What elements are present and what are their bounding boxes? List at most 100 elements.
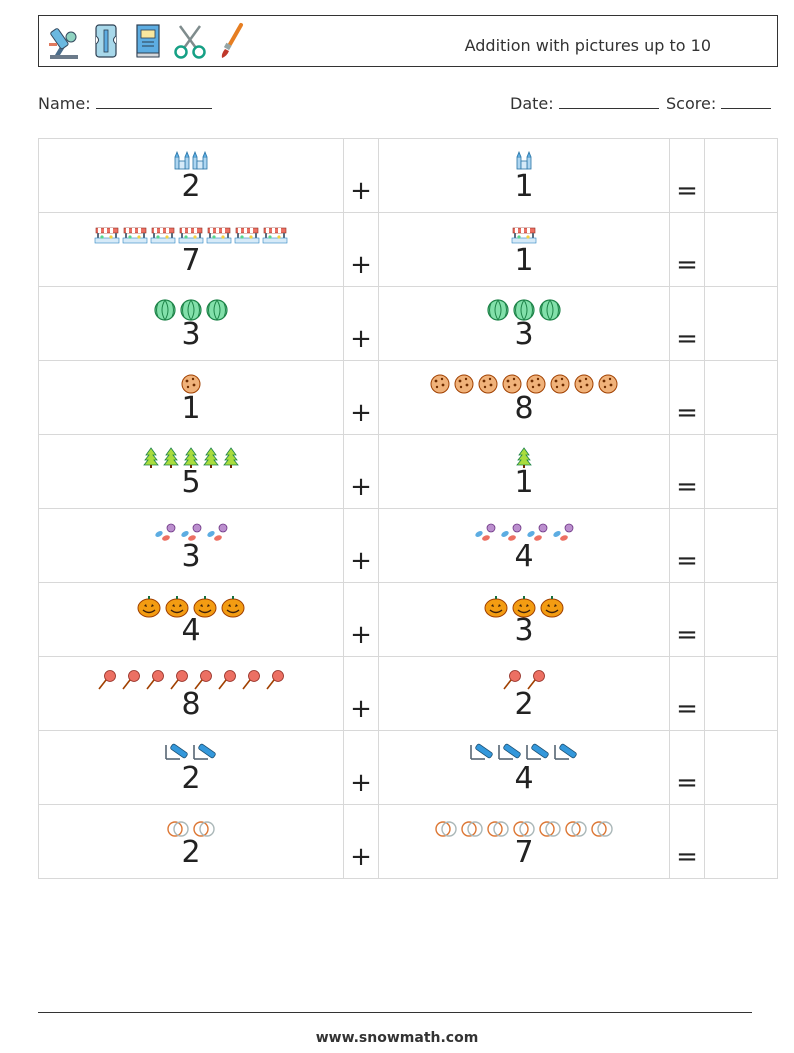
plus-sign: +: [350, 324, 372, 354]
name-label: Name:: [38, 94, 91, 113]
scissors-icon: [171, 20, 209, 62]
addend-b-pictures: [379, 151, 669, 175]
answer-box[interactable]: [704, 656, 778, 731]
problem-row: 2 +7 =: [38, 804, 778, 879]
addend-a-number: 2: [181, 169, 201, 204]
addend-a-cell: 2: [38, 138, 344, 213]
equals-cell: =: [669, 434, 705, 509]
addend-b-pictures: [379, 743, 669, 767]
addend-b-pictures: [379, 817, 669, 841]
rings-icon: [565, 821, 587, 837]
date-blank[interactable]: [558, 94, 659, 109]
lollipop-icon: [146, 670, 164, 690]
problem-row: 3 +3 =: [38, 286, 778, 361]
answer-box[interactable]: [704, 138, 778, 213]
addend-b-number: 7: [514, 835, 534, 870]
plus-cell: +: [343, 656, 379, 731]
answer-box[interactable]: [704, 508, 778, 583]
plus-sign: +: [350, 398, 372, 428]
name-field: Name:: [38, 94, 212, 113]
answer-box[interactable]: [704, 360, 778, 435]
plus-cell: +: [343, 286, 379, 361]
score-blank[interactable]: [721, 94, 772, 109]
problem-row: 2 +4 =: [38, 730, 778, 805]
book-icon: [129, 20, 167, 62]
addend-a-cell: 4: [38, 582, 344, 657]
problem-row: 3 +4 =: [38, 508, 778, 583]
answer-box[interactable]: [704, 730, 778, 805]
marker-icon: [554, 743, 577, 760]
equals-cell: =: [669, 212, 705, 287]
answer-box[interactable]: [704, 212, 778, 287]
addend-b-cell: 3: [378, 286, 670, 361]
equals-cell: =: [669, 286, 705, 361]
plus-cell: +: [343, 138, 379, 213]
plus-sign: +: [350, 842, 372, 872]
header-icons: [45, 20, 251, 62]
addend-a-pictures: [39, 151, 343, 175]
addend-b-cell: 8: [378, 360, 670, 435]
watermelon-icon: [539, 299, 561, 321]
plus-sign: +: [350, 620, 372, 650]
problem-row: 2 +1 =: [38, 138, 778, 213]
castle-icon: [192, 151, 208, 170]
addend-b-number: 2: [514, 687, 534, 722]
answer-box[interactable]: [704, 582, 778, 657]
lollipop-icon: [503, 670, 521, 690]
pine-tree-icon: [163, 447, 179, 468]
date-field: Date:: [510, 94, 659, 113]
watermelon-icon: [513, 299, 535, 321]
addend-a-pictures: [39, 521, 343, 545]
worksheet-header: Addition with pictures up to 10: [38, 15, 778, 67]
addend-a-cell: 3: [38, 508, 344, 583]
candy-icon: [181, 523, 202, 541]
castle-icon: [174, 151, 190, 170]
problem-row: 7 +1 =: [38, 212, 778, 287]
cookie-icon: [502, 374, 522, 394]
worksheet-title: Addition with pictures up to 10: [464, 36, 711, 55]
lollipop-icon: [98, 670, 116, 690]
score-label: Score:: [666, 94, 717, 113]
market-stall-icon: [206, 227, 232, 244]
name-blank[interactable]: [95, 94, 212, 109]
pumpkin-icon: [512, 596, 536, 618]
addend-b-number: 8: [514, 391, 534, 426]
addend-b-number: 1: [514, 465, 534, 500]
watermelon-icon: [206, 299, 228, 321]
rings-icon: [167, 821, 189, 837]
cookie-icon: [478, 374, 498, 394]
footer-divider: [38, 1012, 752, 1013]
market-stall-icon: [122, 227, 148, 244]
pumpkin-icon: [137, 596, 161, 618]
market-stall-icon: [234, 227, 260, 244]
addend-a-number: 2: [181, 835, 201, 870]
addend-b-number: 3: [514, 317, 534, 352]
addend-b-cell: 2: [378, 656, 670, 731]
pumpkin-icon: [484, 596, 508, 618]
addend-a-pictures: [39, 817, 343, 841]
problem-row: 8 +2 =: [38, 656, 778, 731]
addend-b-number: 3: [514, 613, 534, 648]
equals-cell: =: [669, 508, 705, 583]
plus-cell: +: [343, 508, 379, 583]
addend-b-pictures: [379, 521, 669, 545]
answer-box[interactable]: [704, 434, 778, 509]
equals-cell: =: [669, 656, 705, 731]
market-stall-icon: [94, 227, 120, 244]
score-field: Score:: [666, 94, 772, 113]
cookie-icon: [454, 374, 474, 394]
watermelon-icon: [180, 299, 202, 321]
footer-url: www.snowmath.com: [315, 1030, 479, 1046]
equals-cell: =: [669, 582, 705, 657]
equals-sign: =: [676, 250, 698, 280]
candy-icon: [553, 523, 574, 541]
answer-box[interactable]: [704, 804, 778, 879]
answer-box[interactable]: [704, 286, 778, 361]
equals-sign: =: [676, 472, 698, 502]
addend-a-number: 7: [181, 243, 201, 278]
rings-icon: [487, 821, 509, 837]
addend-b-cell: 1: [378, 434, 670, 509]
addend-a-number: 4: [181, 613, 201, 648]
addend-a-cell: 2: [38, 730, 344, 805]
marker-icon: [165, 743, 188, 760]
